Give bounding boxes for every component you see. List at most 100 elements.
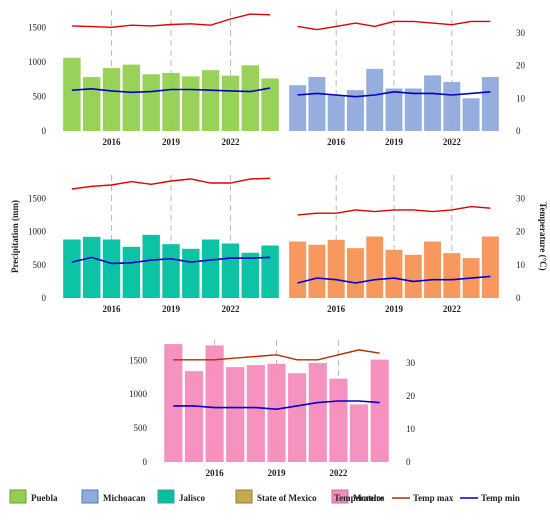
bar-2020 <box>182 76 200 131</box>
y-tick-label-left: 1500 <box>129 355 148 365</box>
bar-2017 <box>122 64 141 131</box>
bar-2016 <box>102 68 121 131</box>
bar-2017 <box>122 246 141 298</box>
line-temp-min <box>297 275 491 284</box>
bar-2015 <box>184 371 204 462</box>
bar-2014 <box>289 241 307 298</box>
bar-2018 <box>142 234 160 298</box>
bar-2019 <box>162 244 180 298</box>
bar-2014 <box>164 344 183 462</box>
bar-2024 <box>481 77 499 131</box>
legend-temp-min-label: Temp min <box>481 493 520 503</box>
bar-2022 <box>443 253 461 298</box>
bar-2016 <box>327 239 345 298</box>
bar-2015 <box>83 236 101 298</box>
bar-2024 <box>261 245 279 298</box>
legend-swatch <box>235 489 253 504</box>
bar-2022 <box>221 75 240 131</box>
bar-2020 <box>404 254 422 298</box>
x-tick-label: 2016 <box>206 468 225 478</box>
panel-middle-left: 2016 2019 2022 0 500 1000 1500 Precipitation (m… <box>10 175 279 314</box>
legend: Puebla Michoacan Jalisco State of Mexico Mor… <box>9 489 520 504</box>
panel-top-left: 2016 2019 2022 0 500 1000 1500 <box>28 10 279 147</box>
y-tick-label-left: 1500 <box>28 193 47 203</box>
x-tick-label: 2019 <box>385 137 404 147</box>
bar-2014 <box>289 85 307 131</box>
line-temp-min <box>297 90 491 98</box>
bar-2015 <box>308 244 326 298</box>
bar-2017 <box>346 90 364 131</box>
legend-label: Jalisco <box>179 493 205 503</box>
line-temp-max <box>297 205 491 216</box>
bar-2015 <box>83 77 101 131</box>
bar-2018 <box>246 365 265 462</box>
x-tick-label: 2022 <box>329 468 348 478</box>
y-tick-label-right: 20 <box>516 227 526 237</box>
y-tick-label-right: 30 <box>406 358 416 368</box>
legend-label: Puebla <box>31 493 58 503</box>
legend-temp-max-label: Temp max <box>413 493 454 503</box>
y-axis-title-right: Temperature (°C) <box>538 202 548 270</box>
legend-label: Morelos <box>353 493 385 503</box>
legend-swatch <box>331 489 349 504</box>
panel-top-right: 2016 2019 2022 0 10 20 30 <box>289 10 526 147</box>
bar-2022 <box>329 378 348 462</box>
legend-swatch <box>81 489 99 504</box>
x-tick-label: 2022 <box>443 137 462 147</box>
x-tick-label: 2019 <box>162 304 181 314</box>
x-tick-label: 2022 <box>221 137 240 147</box>
x-tick-label: 2016 <box>103 137 122 147</box>
bar-2022 <box>221 243 240 298</box>
bar-2022 <box>443 81 461 131</box>
legend-swatch <box>9 489 27 504</box>
bar-2024 <box>261 78 279 131</box>
y-tick-label-right: 30 <box>516 193 526 203</box>
y-tick-label-left: 0 <box>143 457 148 467</box>
y-tick-label-right: 0 <box>406 457 411 467</box>
bar-2023 <box>241 252 259 298</box>
x-tick-label: 2016 <box>327 304 346 314</box>
bar-2023 <box>241 65 259 131</box>
y-tick-label-right: 0 <box>516 126 521 136</box>
bar-2024 <box>370 359 389 462</box>
bar-2019 <box>162 72 180 131</box>
y-axis-title-left: Precipitation (mm) <box>10 200 20 273</box>
bar-2015 <box>308 77 326 131</box>
line-temp-max <box>173 349 380 361</box>
y-tick-label-right: 10 <box>406 424 416 434</box>
bar-2023 <box>349 404 369 462</box>
bar-2021 <box>201 70 220 131</box>
x-tick-label: 2019 <box>268 468 287 478</box>
bar-2018 <box>366 68 384 131</box>
y-tick-label-right: 20 <box>516 61 526 71</box>
bar-2017 <box>226 367 245 462</box>
bar-2019 <box>385 88 403 131</box>
y-tick-label-left: 1000 <box>28 227 47 237</box>
line-temp-min <box>71 256 271 265</box>
bar-2021 <box>201 239 220 298</box>
bar-2024 <box>481 236 499 298</box>
bar-2016 <box>205 345 224 462</box>
x-tick-label: 2016 <box>327 137 346 147</box>
y-tick-label-left: 0 <box>42 293 47 303</box>
bar-2018 <box>366 236 384 298</box>
x-tick-label: 2019 <box>162 137 181 147</box>
y-tick-label-right: 20 <box>406 391 416 401</box>
y-tick-label-left: 1500 <box>28 22 47 32</box>
y-tick-label-left: 500 <box>33 260 47 270</box>
y-tick-label-right: 10 <box>516 260 526 270</box>
bar-2016 <box>102 239 121 298</box>
bar-2019 <box>267 363 286 462</box>
x-tick-label: 2019 <box>385 304 404 314</box>
bar-2016 <box>327 95 345 131</box>
legend-temperature-label: Temperature <box>334 493 384 503</box>
line-temp-min <box>173 400 380 411</box>
legend-swatch <box>157 489 175 504</box>
bar-2023 <box>462 98 480 131</box>
legend-label: State of Mexico <box>257 493 317 503</box>
bar-2020 <box>288 373 307 462</box>
y-tick-label-right: 10 <box>516 93 526 103</box>
bar-2020 <box>182 248 200 298</box>
